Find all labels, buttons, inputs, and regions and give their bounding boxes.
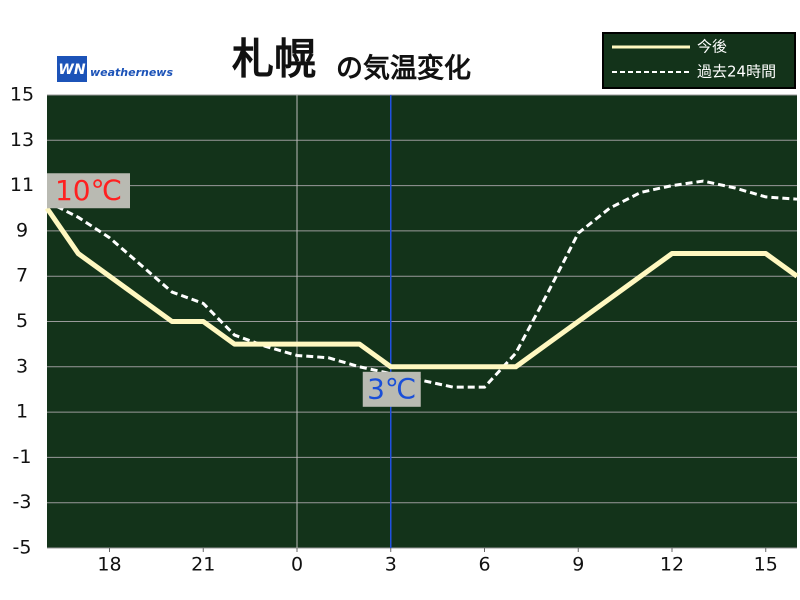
series-line	[44, 206, 799, 370]
annotation-text: 10℃	[55, 174, 122, 207]
annotation-text: 3℃	[367, 372, 416, 405]
y-tick-label: 9	[16, 219, 28, 241]
x-tick-label: 9	[572, 554, 584, 576]
logo: WN weathernews	[57, 56, 173, 82]
annotation-box	[362, 371, 421, 407]
y-tick-label: 11	[10, 174, 34, 196]
x-tick-label: 18	[97, 554, 121, 576]
x-tick-label: 6	[478, 554, 490, 576]
y-tick-label: -5	[13, 537, 32, 559]
y-tick-label: -1	[13, 446, 32, 468]
y-tick-label: 5	[16, 310, 28, 332]
x-tick-label: 21	[191, 554, 215, 576]
chart-title: 札幌	[232, 35, 316, 84]
legend-label: 過去24時間	[697, 63, 776, 81]
legend-box	[602, 32, 796, 89]
y-tick-label: 1	[16, 401, 28, 423]
y-tick-label: 15	[10, 84, 34, 106]
logo-text: weathernews	[90, 66, 173, 79]
y-tick-label: -3	[13, 491, 32, 513]
x-tick-label: 0	[291, 554, 303, 576]
annotation-box	[47, 173, 130, 209]
x-tick-label: 15	[754, 554, 778, 576]
y-tick-label: 3	[16, 355, 28, 377]
x-tick-label: 12	[660, 554, 684, 576]
y-tick-label: 7	[16, 265, 28, 287]
legend-label: 今後	[697, 38, 727, 56]
y-tick-label: 13	[10, 129, 34, 151]
chart-title-suffix: の気温変化	[336, 53, 471, 85]
series-line	[46, 179, 798, 389]
logo-mark: WN	[58, 62, 85, 78]
logo-mark-bg	[57, 56, 87, 82]
x-tick-label: 3	[385, 554, 397, 576]
